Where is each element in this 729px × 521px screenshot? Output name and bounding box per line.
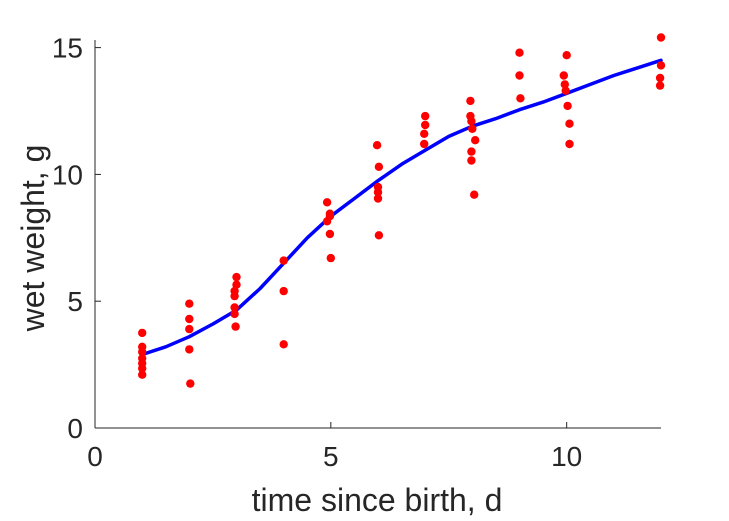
data-point — [326, 253, 335, 263]
x-tick-label: 5 — [323, 441, 339, 472]
data-point — [562, 51, 571, 60]
data-point — [185, 345, 194, 354]
data-point — [655, 73, 665, 83]
data-point — [467, 156, 476, 165]
data-point — [468, 124, 477, 133]
data-point — [373, 194, 383, 203]
data-point — [515, 71, 524, 80]
data-point — [466, 96, 475, 106]
data-point — [516, 94, 525, 103]
x-tick-label: 10 — [551, 441, 582, 472]
data-point — [185, 299, 194, 308]
data-point — [471, 136, 480, 145]
data-point — [230, 309, 239, 319]
data-point — [655, 81, 665, 90]
y-tick-label: 5 — [67, 286, 83, 317]
data-point — [656, 33, 666, 42]
y-axis-title: wet weight, g — [15, 145, 51, 333]
data-point — [138, 347, 147, 357]
data-point — [421, 111, 430, 121]
data-point — [565, 139, 574, 149]
data-point — [565, 119, 574, 128]
data-point — [374, 231, 384, 240]
data-point — [515, 48, 524, 57]
data-point — [186, 379, 195, 388]
data-point — [138, 370, 147, 379]
data-point — [322, 198, 332, 207]
data-point — [232, 272, 241, 282]
data-point — [420, 129, 429, 138]
data-point — [279, 256, 288, 265]
data-point — [467, 117, 476, 126]
y-tick-label: 10 — [52, 159, 83, 190]
data-point — [561, 86, 570, 95]
x-tick-label: 0 — [87, 441, 103, 472]
data-point — [467, 147, 476, 156]
y-tick-label: 15 — [52, 33, 83, 64]
y-tick-label: 0 — [67, 413, 83, 444]
data-point — [470, 190, 479, 199]
data-point — [231, 322, 240, 331]
data-point — [232, 280, 241, 289]
y-axis-ticks: 0 5 10 15 — [52, 33, 101, 444]
x-axis-ticks: 0 5 10 — [87, 422, 582, 472]
x-axis-title: time since birth, d — [252, 482, 503, 518]
fit-curve — [140, 58, 663, 357]
data-point — [560, 80, 569, 89]
data-point — [230, 291, 239, 301]
data-point — [185, 324, 194, 334]
data-point — [322, 217, 332, 226]
data-point — [374, 162, 384, 171]
data-point — [420, 139, 429, 149]
data-point — [138, 364, 147, 373]
data-point — [138, 328, 147, 338]
data-point — [279, 340, 288, 349]
data-point — [372, 141, 382, 150]
data-point — [656, 61, 666, 70]
data-point — [559, 71, 568, 80]
data-point — [279, 286, 288, 296]
data-point — [230, 303, 239, 312]
data-point — [325, 229, 335, 239]
data-point — [185, 314, 194, 324]
series-layer — [138, 33, 666, 388]
data-point — [421, 120, 430, 130]
data-point — [373, 188, 383, 197]
data-point — [563, 101, 572, 111]
